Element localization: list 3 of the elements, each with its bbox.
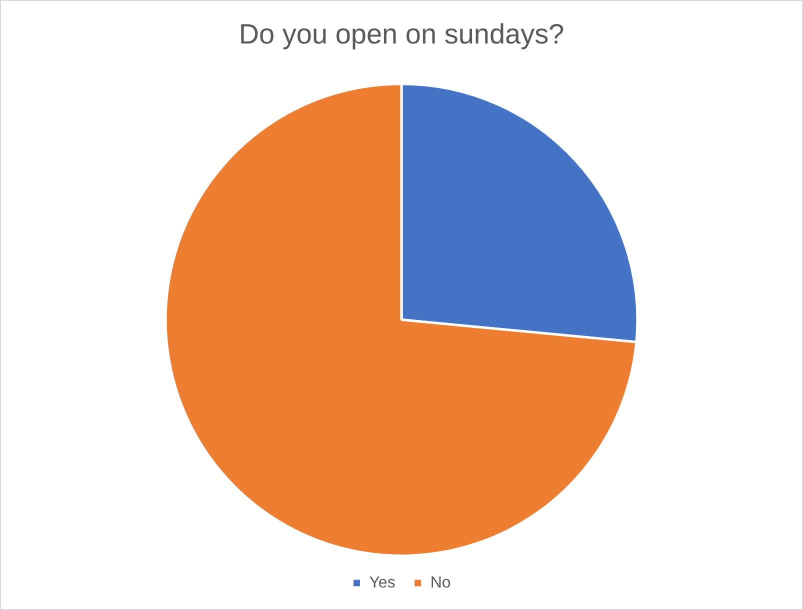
legend-label: No: [430, 574, 451, 592]
chart-title: Do you open on sundays?: [238, 18, 564, 50]
legend-label: Yes: [369, 574, 396, 592]
